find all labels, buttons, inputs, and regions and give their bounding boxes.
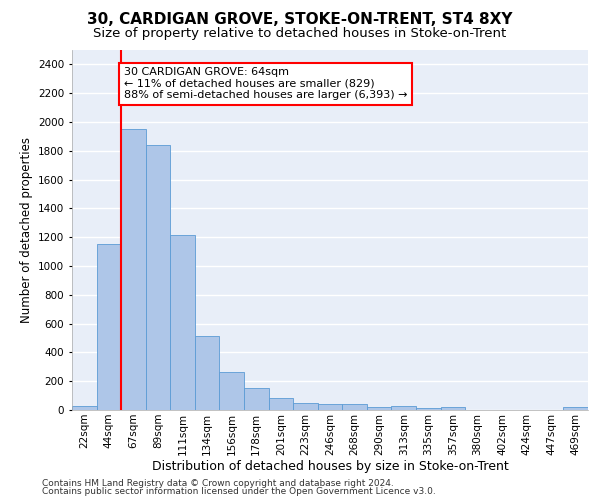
- Bar: [244, 388, 269, 410]
- Bar: [97, 244, 121, 410]
- Bar: [220, 372, 244, 410]
- Bar: [121, 129, 146, 410]
- Bar: [416, 408, 440, 410]
- Bar: [72, 406, 97, 410]
- Y-axis label: Number of detached properties: Number of detached properties: [20, 137, 32, 323]
- Bar: [146, 145, 170, 410]
- Text: 30, CARDIGAN GROVE, STOKE-ON-TRENT, ST4 8XY: 30, CARDIGAN GROVE, STOKE-ON-TRENT, ST4 …: [87, 12, 513, 28]
- Bar: [170, 235, 195, 410]
- Text: 30 CARDIGAN GROVE: 64sqm
← 11% of detached houses are smaller (829)
88% of semi-: 30 CARDIGAN GROVE: 64sqm ← 11% of detach…: [124, 68, 407, 100]
- Bar: [293, 403, 318, 410]
- Bar: [563, 407, 588, 410]
- X-axis label: Distribution of detached houses by size in Stoke-on-Trent: Distribution of detached houses by size …: [152, 460, 508, 473]
- Bar: [195, 336, 220, 410]
- Text: Contains public sector information licensed under the Open Government Licence v3: Contains public sector information licen…: [42, 487, 436, 496]
- Bar: [367, 407, 391, 410]
- Bar: [391, 406, 416, 410]
- Bar: [440, 407, 465, 410]
- Bar: [342, 404, 367, 410]
- Text: Size of property relative to detached houses in Stoke-on-Trent: Size of property relative to detached ho…: [94, 28, 506, 40]
- Bar: [318, 404, 342, 410]
- Text: Contains HM Land Registry data © Crown copyright and database right 2024.: Contains HM Land Registry data © Crown c…: [42, 478, 394, 488]
- Bar: [269, 398, 293, 410]
